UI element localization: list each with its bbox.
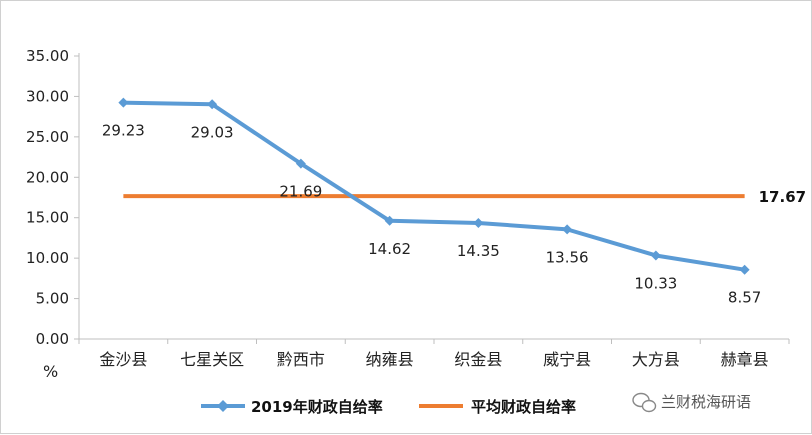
y-axis-unit: % — [43, 362, 58, 381]
data-label: 13.56 — [546, 248, 589, 266]
watermark: 兰财税海研语 — [632, 392, 751, 413]
data-point-marker — [295, 158, 306, 169]
watermark-text: 兰财税海研语 — [661, 393, 751, 411]
y-tick-label: 35.00 — [26, 47, 69, 65]
y-tick-label: 25.00 — [26, 128, 69, 146]
average-value-label: 17.67 — [759, 188, 806, 206]
x-category-label: 威宁县 — [543, 350, 591, 369]
data-label: 8.57 — [728, 289, 761, 307]
x-category-label: 七星关区 — [180, 350, 244, 369]
data-point-marker — [650, 250, 661, 261]
x-axis-categories: 金沙县 七星关区 黔西市 纳雍县 织金县 威宁县 大方县 赫章县 — [78, 339, 790, 369]
series-line — [123, 100, 745, 272]
data-point-marker — [207, 99, 218, 110]
average-series: 17.67 — [123, 188, 806, 206]
data-point-marker — [384, 215, 395, 226]
x-category-label: 大方县 — [632, 350, 680, 369]
data-label: 14.35 — [457, 242, 500, 260]
y-axis-ticks: 0.00 5.00 10.00 15.00 20.00 25.00 30.00 35.00 — [26, 47, 79, 348]
data-point-marker — [562, 224, 573, 235]
data-labels: 29.23 29.03 21.69 14.62 14.35 13.56 10.33 8.57 — [102, 122, 761, 307]
wechat-icon — [632, 392, 657, 413]
data-point-marker — [739, 264, 750, 275]
data-label: 14.62 — [368, 240, 411, 258]
x-category-label: 赫章县 — [721, 350, 769, 369]
data-point-marker — [473, 217, 484, 228]
data-label: 29.03 — [191, 123, 234, 141]
legend: 2019年财政自给率 平均财政自给率 — [201, 398, 576, 416]
legend-swatch-marker-1 — [217, 400, 229, 412]
x-category-label: 金沙县 — [99, 350, 147, 369]
data-label: 21.69 — [279, 183, 322, 201]
y-tick-label: 5.00 — [36, 290, 69, 308]
y-tick-label: 0.00 — [36, 330, 69, 348]
x-category-label: 织金县 — [454, 350, 502, 369]
y-tick-label: 20.00 — [26, 168, 69, 186]
y-tick-label: 15.00 — [26, 209, 69, 227]
main-series — [118, 97, 750, 275]
y-tick-label: 10.00 — [26, 249, 69, 267]
legend-label-1: 2019年财政自给率 — [251, 398, 383, 416]
x-category-label: 纳雍县 — [366, 350, 414, 369]
y-tick-label: 30.00 — [26, 87, 69, 105]
data-point-marker — [118, 97, 129, 108]
data-label: 10.33 — [634, 274, 677, 292]
data-label: 29.23 — [102, 122, 145, 140]
legend-label-2: 平均财政自给率 — [471, 398, 576, 416]
x-category-label: 黔西市 — [277, 350, 325, 369]
